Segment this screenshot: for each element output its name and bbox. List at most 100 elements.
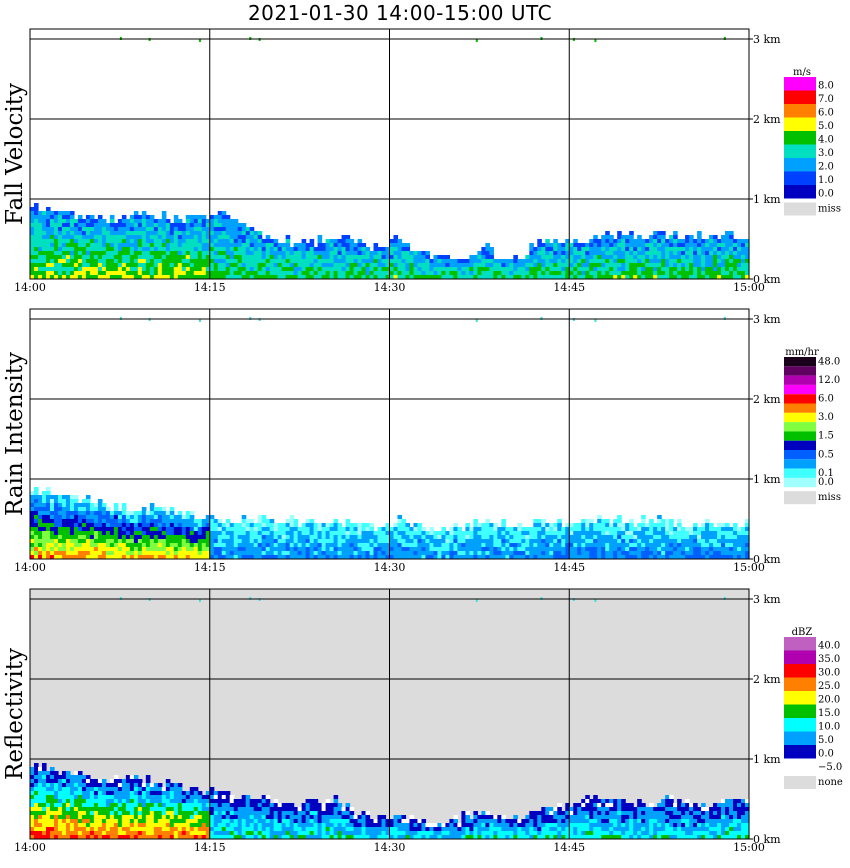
echo-cell xyxy=(301,531,307,535)
echo-cell xyxy=(441,555,447,559)
echo-cell xyxy=(81,807,87,811)
echo-cell xyxy=(73,239,79,243)
echo-cell xyxy=(601,259,606,263)
echo-cell xyxy=(325,259,331,263)
echo-cell xyxy=(209,527,215,531)
echo-cell xyxy=(53,819,59,823)
echo-cell xyxy=(373,535,379,539)
echo-cell xyxy=(661,271,666,275)
echo-cell xyxy=(125,791,131,795)
echo-cell xyxy=(141,263,147,267)
echo-cell xyxy=(397,523,403,527)
echo-cell xyxy=(549,243,554,247)
echo-cell xyxy=(733,267,738,271)
echo-cell xyxy=(565,531,570,535)
echo-cell xyxy=(113,263,119,267)
echo-cell xyxy=(305,535,311,539)
echo-cell xyxy=(273,835,279,839)
echo-cell xyxy=(317,807,323,811)
echo-cell xyxy=(153,555,159,559)
echo-cell xyxy=(625,543,630,547)
echo-cell xyxy=(249,235,255,239)
echo-cell xyxy=(417,551,423,555)
echo-cell xyxy=(673,555,678,559)
echo-cell xyxy=(97,239,103,243)
echo-cell xyxy=(629,531,634,535)
echo-cell xyxy=(597,251,602,255)
echo-cell xyxy=(161,539,167,543)
echo-cell xyxy=(669,543,674,547)
echo-cell xyxy=(433,263,439,267)
echo-cell xyxy=(41,763,47,767)
echo-cell xyxy=(61,783,67,787)
echo-cell xyxy=(617,523,622,527)
echo-cell xyxy=(377,543,383,547)
echo-cell xyxy=(589,271,594,275)
echo-cell xyxy=(581,251,586,255)
echo-cell xyxy=(133,219,139,223)
echo-cell xyxy=(345,551,351,555)
echo-cell xyxy=(161,275,167,279)
echo-cell xyxy=(705,259,710,263)
echo-cell xyxy=(633,239,638,243)
echo-cell xyxy=(201,807,207,811)
echo-cell xyxy=(37,555,43,559)
echo-cell xyxy=(205,531,211,535)
echo-cell xyxy=(285,255,291,259)
echo-cell xyxy=(309,523,315,527)
echo-cell xyxy=(289,523,295,527)
echo-cell xyxy=(541,527,546,531)
echo-cell xyxy=(113,235,119,239)
echo-cell xyxy=(201,523,207,527)
echo-cell xyxy=(449,263,455,267)
echo-cell xyxy=(137,819,143,823)
echo-cell xyxy=(57,799,63,803)
echo-cell xyxy=(45,527,51,531)
echo-cell xyxy=(101,543,107,547)
echo-cell xyxy=(389,543,395,547)
echo-cell xyxy=(189,247,195,251)
echo-cell xyxy=(385,539,391,543)
echo-cell xyxy=(101,271,107,275)
echo-cell xyxy=(573,275,578,279)
echo-cell xyxy=(117,535,123,539)
colorbar-swatch xyxy=(784,384,816,395)
echo-cell xyxy=(513,271,518,275)
echo-cell xyxy=(33,831,39,835)
echo-cell xyxy=(161,211,167,215)
echo-cell xyxy=(201,223,207,227)
echo-cell xyxy=(325,239,331,243)
echo-cell xyxy=(169,275,175,279)
echo-cell xyxy=(153,803,159,807)
echo-cell xyxy=(309,259,315,263)
echo-cell xyxy=(493,527,498,531)
echo-cell xyxy=(93,547,99,551)
echo-cell xyxy=(221,259,227,263)
echo-cell xyxy=(217,267,223,271)
echo-cell xyxy=(113,795,119,799)
echo-cell xyxy=(137,835,143,839)
echo-cell xyxy=(261,255,267,259)
echo-cell xyxy=(321,251,327,255)
echo-cell xyxy=(53,275,59,279)
echo-cell xyxy=(129,267,135,271)
echo-cell xyxy=(137,831,143,835)
echo-cell xyxy=(209,799,215,803)
echo-cell xyxy=(585,247,590,251)
echo-cell xyxy=(361,543,367,547)
echo-cell xyxy=(489,531,494,535)
echo-cell xyxy=(269,807,275,811)
echo-cell xyxy=(217,255,223,259)
echo-cell xyxy=(337,543,343,547)
echo-cell xyxy=(30,827,35,831)
colorbar-swatch xyxy=(784,468,816,478)
echo-cell xyxy=(557,247,562,251)
echo-cell xyxy=(169,547,175,551)
echo-cell xyxy=(105,799,111,803)
echo-cell xyxy=(233,555,239,559)
echo-cell xyxy=(37,815,43,819)
echo-cell xyxy=(357,551,363,555)
echo-cell xyxy=(33,763,39,767)
echo-cell xyxy=(265,807,271,811)
echo-cell xyxy=(665,531,670,535)
